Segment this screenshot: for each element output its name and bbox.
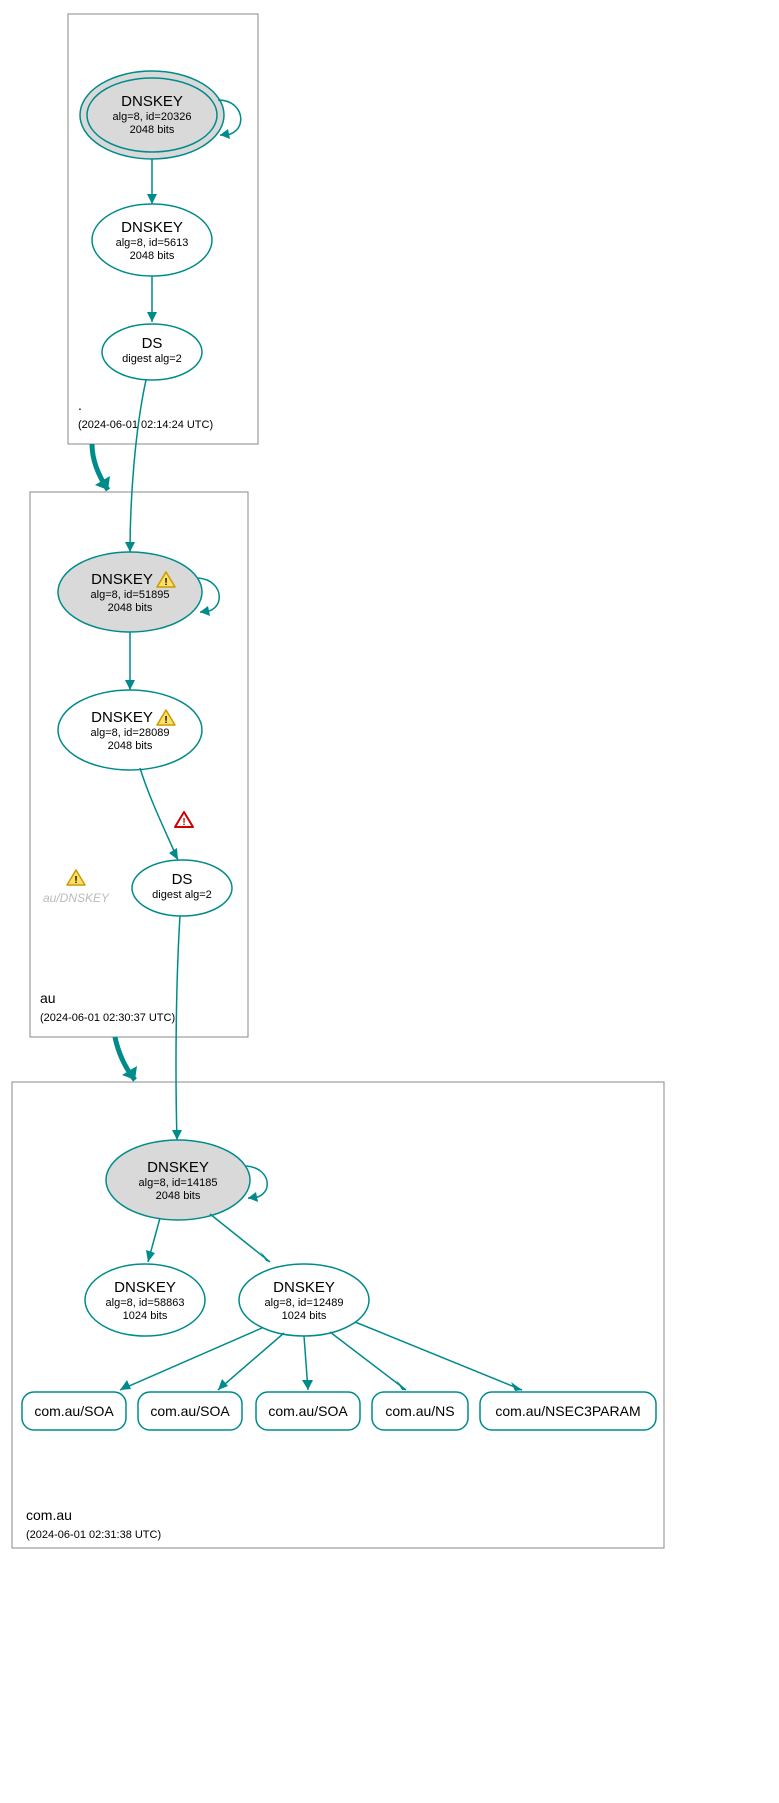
svg-text:alg=8, id=14185: alg=8, id=14185 (139, 1177, 218, 1189)
svg-text:au/DNSKEY: au/DNSKEY (43, 891, 110, 905)
svg-text:alg=8, id=20326: alg=8, id=20326 (113, 111, 192, 123)
svg-text:DNSKEY: DNSKEY (121, 93, 183, 110)
edge-zsk2-nsec3 (355, 1322, 522, 1390)
svg-text:DNSKEY: DNSKEY (91, 571, 153, 588)
zone-root-label: . (78, 397, 82, 413)
node-au-zsk: DNSKEY alg=8, id=28089 2048 bits ! (58, 690, 202, 770)
zone-au-label: au (40, 990, 56, 1006)
edge-zsk2-soa2 (218, 1333, 284, 1390)
edge-root-ds-au-ksk (130, 380, 146, 552)
svg-text:2048 bits: 2048 bits (156, 1190, 201, 1202)
svg-text:1024 bits: 1024 bits (123, 1310, 168, 1322)
svg-text:digest alg=2: digest alg=2 (122, 353, 182, 365)
node-au-ds: DS digest alg=2 (132, 860, 232, 916)
edge-comau-ksk-zsk2 (210, 1214, 270, 1262)
edge-au-ds-comau-ksk (176, 916, 180, 1140)
node-root-ksk: DNSKEY alg=8, id=20326 2048 bits (80, 71, 224, 159)
node-root-zsk: DNSKEY alg=8, id=5613 2048 bits (92, 204, 212, 276)
node-root-ds: DS digest alg=2 (102, 324, 202, 380)
edge-au-zsk-ds (140, 768, 178, 860)
svg-text:DS: DS (142, 335, 163, 352)
node-comau-zsk1: DNSKEY alg=8, id=58863 1024 bits (85, 1264, 205, 1336)
svg-text:alg=8, id=28089: alg=8, id=28089 (91, 727, 170, 739)
svg-text:!: ! (74, 875, 77, 886)
node-au-ghost: ! au/DNSKEY (43, 870, 110, 905)
svg-text:!: ! (164, 577, 167, 588)
svg-text:DNSKEY: DNSKEY (273, 1279, 335, 1296)
zone-au-time: (2024-06-01 02:30:37 UTC) (40, 1012, 175, 1024)
svg-text:com.au/SOA: com.au/SOA (34, 1403, 114, 1419)
warning-icon: ! (67, 870, 85, 886)
zone-comau-time: (2024-06-01 02:31:38 UTC) (26, 1529, 161, 1541)
svg-text:com.au/NSEC3PARAM: com.au/NSEC3PARAM (495, 1403, 640, 1419)
edge-zsk2-ns (330, 1332, 406, 1390)
node-comau-zsk2: DNSKEY alg=8, id=12489 1024 bits (239, 1264, 369, 1336)
svg-text:1024 bits: 1024 bits (282, 1310, 327, 1322)
rr-nsec3: com.au/NSEC3PARAM (480, 1392, 656, 1430)
svg-text:2048 bits: 2048 bits (130, 124, 175, 136)
node-comau-ksk: DNSKEY alg=8, id=14185 2048 bits (106, 1140, 250, 1220)
svg-text:!: ! (164, 715, 167, 726)
svg-text:com.au/SOA: com.au/SOA (268, 1403, 348, 1419)
svg-text:alg=8, id=51895: alg=8, id=51895 (91, 589, 170, 601)
svg-text:digest alg=2: digest alg=2 (152, 889, 212, 901)
svg-text:DNSKEY: DNSKEY (114, 1279, 176, 1296)
svg-text:alg=8, id=12489: alg=8, id=12489 (265, 1297, 344, 1309)
zone-root-time: (2024-06-01 02:14:24 UTC) (78, 419, 213, 431)
svg-text:2048 bits: 2048 bits (108, 740, 153, 752)
rr-ns: com.au/NS (372, 1392, 468, 1430)
svg-text:DS: DS (172, 871, 193, 888)
edge-zsk2-soa1 (120, 1328, 262, 1390)
rr-soa3: com.au/SOA (256, 1392, 360, 1430)
svg-text:com.au/NS: com.au/NS (385, 1403, 454, 1419)
dnssec-diagram: . (2024-06-01 02:14:24 UTC) DNSKEY alg=8… (0, 0, 779, 1803)
zone-comau-label: com.au (26, 1507, 72, 1523)
svg-text:DNSKEY: DNSKEY (91, 709, 153, 726)
svg-text:alg=8, id=58863: alg=8, id=58863 (106, 1297, 185, 1309)
rr-soa2: com.au/SOA (138, 1392, 242, 1430)
svg-text:!: ! (182, 817, 185, 828)
svg-text:DNSKEY: DNSKEY (121, 219, 183, 236)
node-au-ksk: DNSKEY alg=8, id=51895 2048 bits ! (58, 552, 202, 632)
svg-text:com.au/SOA: com.au/SOA (150, 1403, 230, 1419)
svg-text:alg=8, id=5613: alg=8, id=5613 (116, 237, 189, 249)
svg-text:DNSKEY: DNSKEY (147, 1159, 209, 1176)
rr-soa1: com.au/SOA (22, 1392, 126, 1430)
error-icon: ! (175, 812, 193, 828)
svg-text:2048 bits: 2048 bits (108, 602, 153, 614)
svg-text:2048 bits: 2048 bits (130, 250, 175, 262)
